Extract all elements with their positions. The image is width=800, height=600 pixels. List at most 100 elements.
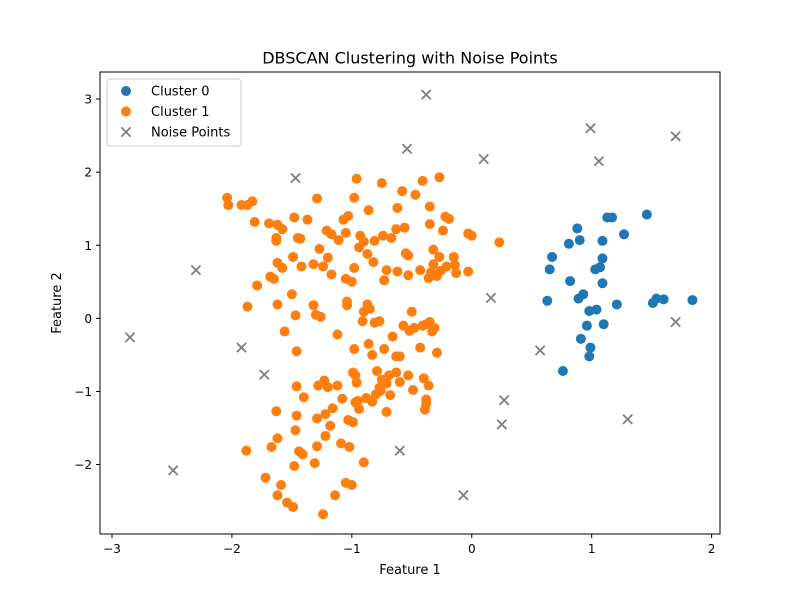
cluster-1-point <box>443 213 454 224</box>
cluster-1-point <box>369 235 380 246</box>
cluster-1-point <box>391 224 402 235</box>
cluster-1-point <box>381 406 392 417</box>
cluster-1-point <box>431 347 442 358</box>
series-cluster-0 <box>542 209 698 376</box>
cluster-1-point <box>242 301 253 312</box>
noise-points-point <box>290 172 301 184</box>
cluster-1-point <box>266 442 277 453</box>
cluster-1-point <box>277 224 288 235</box>
cluster-1-point <box>265 271 276 282</box>
x-tick-label: 1 <box>588 542 596 556</box>
y-tick-label: 1 <box>84 239 92 253</box>
cluster-1-point <box>437 225 448 236</box>
legend-marker-cluster-0 <box>121 86 131 96</box>
cluster-1-point <box>358 457 369 468</box>
chart-title: DBSCAN Clustering with Noise Points <box>262 49 558 68</box>
noise-points-point <box>622 413 633 425</box>
noise-points-point <box>401 143 413 154</box>
cluster-1-point <box>286 289 297 300</box>
cluster-1-point <box>363 338 374 349</box>
cluster-0-point <box>658 294 669 305</box>
cluster-1-point <box>434 172 445 183</box>
cluster-1-point <box>451 268 462 279</box>
series-cluster-1 <box>222 172 505 520</box>
legend-marker-cluster-1 <box>121 106 131 117</box>
cluster-1-point <box>314 243 325 254</box>
cluster-1-point <box>332 329 343 340</box>
x-tick-label: 0 <box>468 542 476 556</box>
cluster-0-point <box>651 293 662 304</box>
cluster-0-point <box>619 229 630 240</box>
x-tick-label: −3 <box>103 542 121 556</box>
cluster-1-point <box>349 262 360 273</box>
cluster-1-point <box>295 233 306 244</box>
noise-points-point <box>593 155 605 167</box>
cluster-1-point <box>252 280 263 291</box>
noise-points-point <box>259 369 270 380</box>
cluster-1-point <box>441 261 452 272</box>
cluster-1-point <box>342 300 353 311</box>
noise-points-point <box>670 316 681 328</box>
cluster-1-point <box>351 173 362 184</box>
cluster-1-point <box>272 299 283 310</box>
cluster-1-point <box>428 259 439 270</box>
cluster-1-point <box>312 441 323 452</box>
cluster-1-point <box>376 178 387 189</box>
y-tick-label: 0 <box>84 312 92 326</box>
cluster-1-point <box>379 275 390 286</box>
cluster-1-point <box>332 380 343 391</box>
cluster-1-point <box>264 218 275 229</box>
cluster-0-point <box>597 253 608 264</box>
cluster-1-point <box>387 331 398 342</box>
cluster-1-point <box>241 445 252 456</box>
cluster-1-point <box>298 392 309 403</box>
cluster-1-point <box>368 257 379 268</box>
cluster-1-point <box>391 351 402 362</box>
legend-box <box>106 78 242 147</box>
cluster-1-point <box>423 380 434 391</box>
cluster-1-point <box>381 378 392 389</box>
cluster-1-point <box>463 266 474 277</box>
cluster-1-point <box>357 316 368 327</box>
cluster-1-point <box>372 365 383 376</box>
y-tick-label: 2 <box>84 166 92 180</box>
cluster-1-point <box>346 480 357 491</box>
cluster-1-point <box>449 259 460 270</box>
noise-points-point <box>394 445 406 456</box>
cluster-1-point <box>320 431 331 442</box>
cluster-1-point <box>424 219 435 230</box>
cluster-1-point <box>291 410 302 421</box>
cluster-1-point <box>415 342 426 353</box>
cluster-1-point <box>419 404 430 415</box>
noise-points-point <box>498 394 510 406</box>
legend-label: Noise Points <box>151 126 230 141</box>
x-axis-label: Feature 1 <box>379 563 441 578</box>
plot-frame <box>99 71 721 535</box>
cluster-1-point <box>291 381 302 392</box>
cluster-1-point <box>403 370 414 381</box>
cluster-1-point <box>327 403 338 414</box>
cluster-1-point <box>350 370 361 381</box>
noise-points-point <box>167 465 179 476</box>
cluster-1-point <box>392 266 403 277</box>
cluster-1-point <box>276 480 287 491</box>
cluster-1-point <box>349 344 360 355</box>
cluster-1-point <box>343 211 354 222</box>
y-axis-label: Feature 2 <box>50 272 65 334</box>
x-tick-label: −2 <box>223 542 241 556</box>
cluster-1-point <box>392 202 403 213</box>
cluster-0-point <box>572 223 583 234</box>
cluster-0-point <box>687 295 698 306</box>
cluster-0-point <box>542 295 553 306</box>
cluster-1-point <box>354 403 365 414</box>
cluster-1-point <box>344 442 355 453</box>
cluster-1-point <box>333 235 344 246</box>
y-tick-label: −2 <box>74 458 92 472</box>
cluster-1-point <box>290 425 301 436</box>
cluster-1-point <box>403 250 414 261</box>
axes: −3 −2 −1 0 1 2 −2 −1 0 1 2 3 <box>74 93 715 556</box>
cluster-1-point <box>429 322 440 333</box>
cluster-0-point <box>597 278 608 289</box>
noise-points-point <box>534 345 546 356</box>
